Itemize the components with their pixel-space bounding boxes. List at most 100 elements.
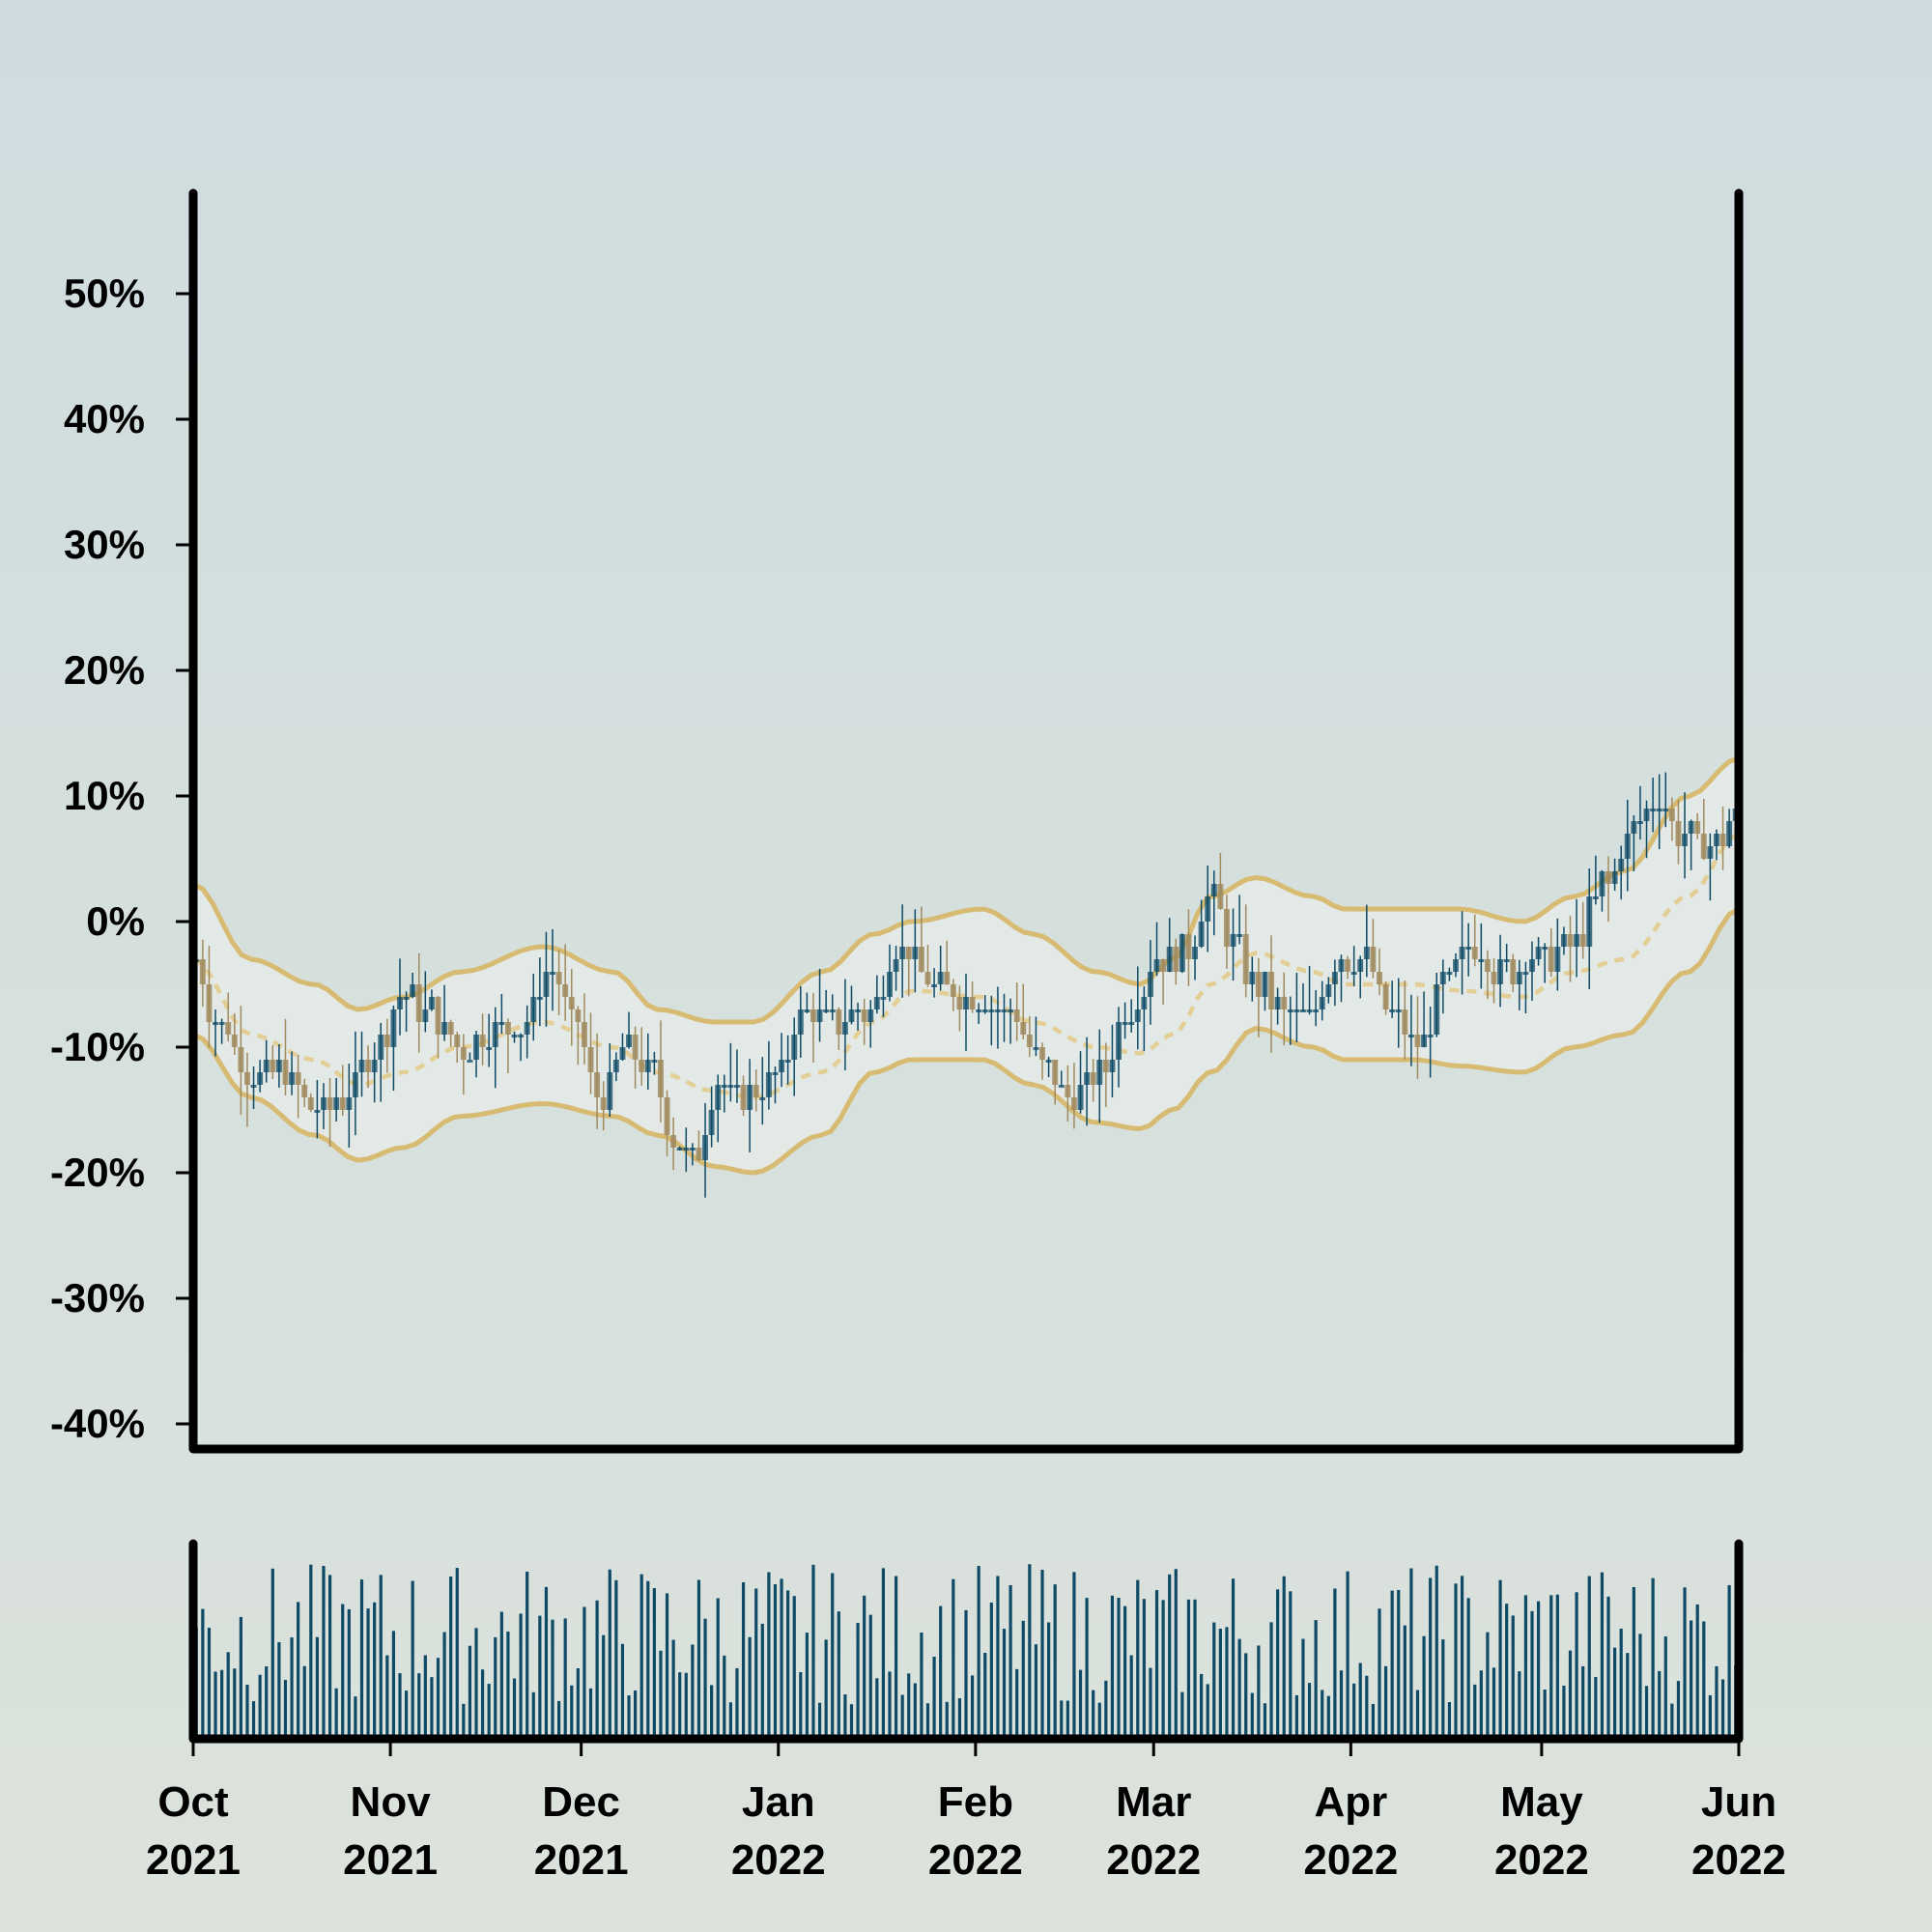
volume-bar	[1663, 1636, 1667, 1739]
candle	[238, 1006, 244, 1116]
candle-body	[1325, 984, 1332, 997]
candle-body	[740, 1085, 747, 1110]
candle	[1535, 937, 1542, 966]
candle	[1434, 972, 1440, 1037]
candle-body	[327, 1097, 333, 1110]
candle-body	[1236, 934, 1243, 937]
candle	[562, 944, 569, 1021]
candle	[841, 979, 848, 1071]
candle	[1268, 935, 1275, 1053]
candle-body	[1102, 1060, 1109, 1072]
volume-bar	[696, 1579, 701, 1739]
volume-bar	[977, 1566, 980, 1739]
candle	[384, 1018, 390, 1073]
candle	[1478, 923, 1485, 989]
candle-body	[619, 1047, 626, 1060]
y-tick-label: -10%	[50, 1024, 145, 1069]
candle	[747, 1059, 753, 1152]
volume-bar	[302, 1665, 306, 1739]
candle-body	[295, 1072, 301, 1085]
candle	[504, 1018, 511, 1074]
candle	[1249, 956, 1256, 1002]
volume-bar	[773, 1583, 778, 1739]
volume-bar	[359, 1579, 364, 1739]
candle	[1274, 987, 1281, 1025]
volume-bar	[1321, 1690, 1324, 1739]
candle-body	[924, 972, 931, 984]
volume-bar	[1613, 1647, 1617, 1739]
candle-body	[600, 1097, 607, 1110]
candle	[702, 1102, 709, 1198]
candle	[282, 1018, 289, 1095]
candle	[1116, 1007, 1122, 1088]
x-tick-month-label: Jan	[742, 1778, 815, 1826]
volume-bar	[1314, 1620, 1318, 1739]
candle	[1503, 944, 1510, 973]
y-tick-label: 10%	[64, 773, 145, 818]
candle-body	[867, 1009, 874, 1022]
candle	[1636, 785, 1643, 840]
candle-body	[1662, 809, 1669, 811]
volume-bar	[226, 1652, 230, 1739]
candle-body	[1471, 947, 1478, 959]
candle	[1643, 800, 1650, 859]
volume-bar	[1046, 1622, 1051, 1739]
volume-bar	[347, 1608, 351, 1739]
candle-body	[956, 997, 963, 1009]
candle-body	[397, 997, 403, 1009]
candle-body	[1631, 821, 1637, 834]
candle-body	[1395, 1009, 1402, 1012]
volume-bar	[487, 1684, 491, 1739]
volume-bar	[1626, 1653, 1630, 1739]
candle	[447, 1019, 454, 1047]
volume-bar	[1523, 1595, 1528, 1739]
volume-bar	[563, 1618, 567, 1739]
volume-bar	[430, 1677, 434, 1739]
candle-body	[1147, 972, 1153, 997]
candle	[1338, 954, 1345, 1003]
candle-body	[1223, 909, 1230, 947]
candle	[581, 993, 587, 1065]
volume-bar	[1142, 1599, 1146, 1739]
candle-body	[206, 984, 213, 1022]
volume-bar	[1695, 1604, 1699, 1739]
candle-body	[454, 1035, 461, 1047]
candle-body	[651, 1060, 658, 1063]
candle	[626, 1011, 632, 1049]
volume-bar	[1289, 1591, 1293, 1739]
candle	[1414, 996, 1421, 1080]
candle-body	[797, 1009, 804, 1035]
candle-body	[1274, 997, 1281, 1009]
candle-body	[1185, 934, 1192, 959]
volume-bar	[1218, 1629, 1222, 1739]
candle-body	[969, 997, 976, 1009]
volume-bar	[843, 1694, 847, 1739]
candle	[810, 992, 816, 1063]
volume-bar	[1619, 1628, 1623, 1739]
candle	[213, 1009, 219, 1057]
volume-bar	[1638, 1634, 1642, 1739]
volume-bar	[1383, 1665, 1388, 1739]
volume-bar	[939, 1605, 943, 1739]
candle-body	[1230, 934, 1236, 947]
volume-bar	[201, 1608, 205, 1739]
candle-body	[504, 1022, 511, 1035]
candle-body	[1592, 896, 1599, 899]
candle	[1313, 989, 1320, 1027]
candle-body	[1478, 959, 1485, 962]
candle-body	[1013, 1009, 1020, 1022]
candle-body	[988, 1009, 995, 1012]
volume-bar	[1339, 1670, 1344, 1739]
candle	[1662, 772, 1669, 828]
candle-body	[784, 1060, 791, 1063]
candle	[1236, 895, 1243, 945]
candle	[587, 1012, 594, 1094]
volume-bar	[1180, 1691, 1184, 1739]
candle-body	[1491, 972, 1497, 984]
candle	[486, 1013, 493, 1067]
volume-bar	[1358, 1662, 1362, 1739]
candle-body	[1173, 947, 1179, 972]
candle-body	[1262, 972, 1268, 997]
candle	[779, 1033, 785, 1088]
volume-bar	[728, 1702, 732, 1739]
